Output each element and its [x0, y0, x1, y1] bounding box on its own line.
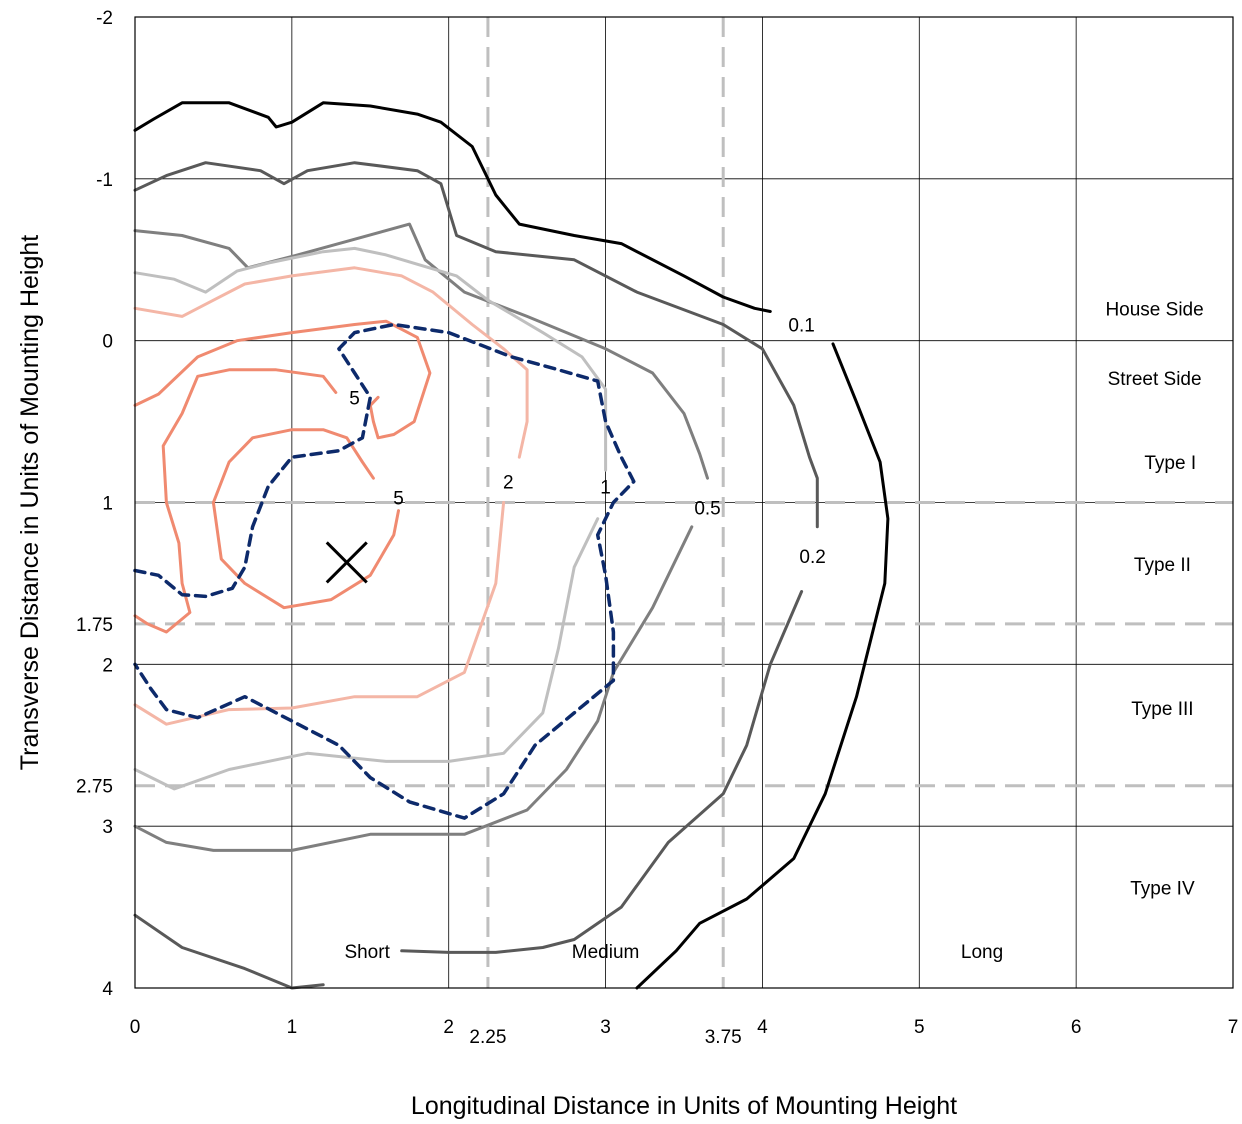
y-tick-label: -1: [96, 170, 113, 191]
y-tick-labels: -2 -1 0 1 1.75 2 2.75 3 4: [76, 8, 113, 1000]
x-axis-title: Longitudinal Distance in Units of Mounti…: [411, 1092, 957, 1120]
contour-line-1: [133, 517, 600, 791]
region-label: Type I: [1144, 453, 1196, 474]
y-tick-label: 3: [102, 817, 113, 838]
contour-label: 0.2: [799, 547, 825, 568]
region-label: House Side: [1105, 299, 1203, 320]
x-tick-label: 2: [443, 1017, 454, 1038]
contour-line-0.2: [133, 913, 325, 990]
contour-label: 5: [393, 489, 404, 510]
region-label: Type III: [1131, 699, 1193, 720]
x-marker-stroke: [325, 541, 368, 584]
contour-line-0.5: [133, 222, 709, 480]
y-tick-label: 1: [102, 494, 113, 515]
contour-line-5: [133, 368, 338, 634]
contour-labels: 0.1 0.2 0.5 1 2 5 5: [349, 315, 826, 567]
y-tick-label: 1.75: [76, 615, 113, 636]
region-labels: House Side Street Side Type I Type II Type I…: [344, 299, 1203, 962]
contour-line-2: [133, 266, 529, 459]
contour-line-threshold: [133, 322, 636, 820]
plot-frame: [134, 16, 1234, 989]
contour-line-0.1: [635, 342, 890, 990]
region-label: Street Side: [1108, 369, 1202, 390]
x-extra-tick-label: 3.75: [705, 1027, 742, 1048]
contour-line-1: [133, 246, 608, 472]
x-tick-label: 0: [130, 1017, 141, 1038]
y-tick-label: 2.75: [76, 777, 113, 798]
max-candela-marker: [325, 541, 368, 584]
contour-label: 0.1: [788, 315, 814, 336]
x-tick-label: 4: [757, 1017, 768, 1038]
contour-line-5: [133, 319, 432, 440]
x-tick-labels: 0 1 2 3 4 5 6 7 2.25 3.75: [130, 1017, 1239, 1048]
y-tick-label: 0: [102, 332, 113, 353]
contour-label: 2: [503, 472, 514, 493]
contour-line-0.1: [133, 101, 772, 313]
region-label: Type IV: [1130, 879, 1195, 900]
contour-line-5-inner-: [211, 428, 400, 610]
x-tick-label: 6: [1071, 1017, 1082, 1038]
contour-label: 5: [349, 388, 360, 409]
contour-label: 1: [600, 477, 611, 498]
contour-line-0.2: [133, 161, 819, 529]
x-tick-label: 3: [600, 1017, 611, 1038]
y-tick-label: 4: [102, 979, 113, 1000]
contour-label: 0.5: [694, 498, 720, 519]
contour-line-2: [133, 501, 506, 726]
y-tick-label: 2: [102, 655, 113, 676]
contour-curves: [133, 101, 890, 990]
contour-line-0.5: [133, 525, 694, 852]
x-tick-label: 7: [1228, 1017, 1239, 1038]
x-tick-label: 1: [287, 1017, 298, 1038]
region-label: Short: [344, 942, 390, 963]
region-label: Medium: [572, 942, 640, 963]
x-extra-tick-label: 2.25: [469, 1027, 506, 1048]
region-label: Type II: [1134, 555, 1191, 576]
region-label: Long: [961, 942, 1003, 963]
y-axis-title: Transverse Distance in Units of Mounting…: [16, 235, 44, 770]
x-tick-label: 5: [914, 1017, 925, 1038]
y-tick-label: -2: [96, 8, 113, 29]
reference-lines: [135, 17, 1233, 988]
contour-line-0.2: [400, 590, 804, 954]
